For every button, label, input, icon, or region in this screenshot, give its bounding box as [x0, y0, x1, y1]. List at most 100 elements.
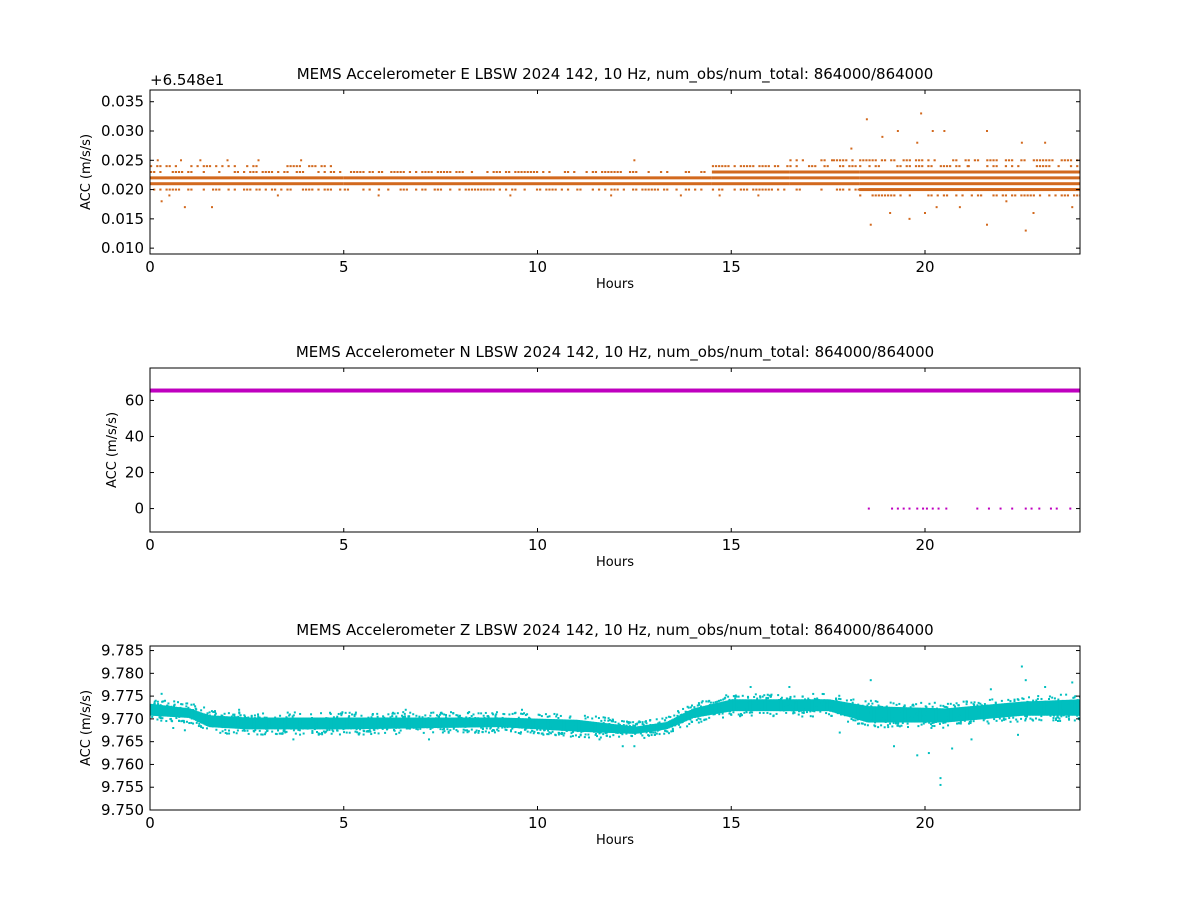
data-point: [432, 711, 435, 714]
data-point: [972, 707, 975, 710]
data-core: [382, 717, 385, 729]
data-core: [875, 706, 878, 723]
data-point: [900, 724, 903, 727]
data-point: [762, 711, 765, 714]
data-point: [185, 705, 188, 708]
data-core: [151, 704, 154, 716]
data-point: [647, 734, 650, 737]
data-point: [150, 165, 153, 168]
data-point: [874, 718, 877, 721]
data-point: [477, 712, 480, 715]
data-point: [356, 171, 359, 173]
data-point: [1053, 697, 1056, 700]
data-core: [371, 717, 374, 729]
data-core: [419, 717, 422, 729]
data-point: [594, 715, 597, 718]
data-core: [584, 720, 587, 732]
data-point: [447, 731, 450, 734]
data-point: [306, 727, 309, 730]
data-core: [864, 705, 867, 722]
data-point: [301, 171, 305, 173]
x-axis-label: Hours: [596, 277, 634, 292]
data-point: [656, 188, 660, 191]
data-core: [872, 706, 875, 723]
data-core: [204, 713, 207, 726]
data-point: [393, 729, 396, 732]
data-core: [491, 717, 494, 728]
data-point: [538, 714, 541, 717]
data-core: [549, 719, 553, 731]
data-point: [161, 717, 164, 720]
data-point: [835, 159, 839, 162]
data-point: [377, 188, 381, 191]
data-point: [426, 718, 429, 721]
data-point: [233, 721, 236, 724]
data-core: [160, 705, 163, 717]
data-point: [789, 697, 792, 700]
data-point: [258, 720, 261, 723]
data-point: [891, 725, 894, 728]
data-point: [159, 165, 162, 168]
data-point: [159, 704, 162, 707]
data-core: [951, 707, 954, 722]
data-core: [808, 699, 811, 712]
data-point: [396, 712, 399, 715]
data-point: [458, 714, 461, 717]
data-core: [492, 717, 495, 728]
data-core: [718, 702, 721, 714]
data-point: [767, 165, 770, 168]
data-point: [201, 726, 204, 729]
data-point: [961, 194, 964, 197]
data-point: [1054, 194, 1057, 197]
data-point: [950, 714, 953, 717]
data-point: [252, 171, 255, 173]
data-point: [1040, 719, 1043, 722]
data-core: [1047, 700, 1050, 716]
data-core: [866, 705, 869, 723]
data-point: [519, 732, 522, 735]
data-point: [1035, 159, 1039, 162]
x-tick-label: 15: [722, 258, 741, 276]
data-point: [181, 171, 184, 173]
data-core: [580, 720, 584, 732]
data-point: [539, 728, 542, 731]
data-point: [555, 715, 558, 718]
data-core: [546, 718, 549, 730]
data-core: [466, 717, 469, 728]
data-point: [698, 703, 701, 706]
data-core: [232, 716, 235, 729]
data-point: [607, 717, 610, 720]
data-line: [789, 170, 860, 174]
data-point: [741, 694, 744, 697]
data-point: [768, 694, 771, 697]
data-point: [700, 701, 703, 704]
data-point: [976, 194, 980, 197]
data-core: [410, 717, 413, 729]
outlier-point: [869, 223, 872, 226]
outlier-point: [893, 745, 895, 748]
data-core: [641, 725, 644, 733]
data-core: [965, 706, 968, 721]
data-point: [582, 721, 585, 724]
data-point: [1001, 194, 1004, 197]
data-point: [362, 171, 365, 173]
data-line: [859, 176, 1080, 180]
data-point: [1048, 165, 1051, 168]
data-core: [236, 716, 239, 729]
data-point: [692, 715, 695, 718]
data-point: [751, 704, 754, 707]
data-core: [859, 704, 863, 721]
data-point: [792, 712, 795, 715]
outlier-point: [180, 159, 182, 162]
data-core: [810, 699, 813, 712]
data-core: [442, 717, 446, 728]
data-point: [330, 732, 333, 735]
outlier-point: [958, 206, 961, 209]
data-point: [712, 701, 715, 704]
data-point: [336, 729, 339, 732]
outlier-point: [966, 165, 969, 168]
data-line: [150, 182, 344, 186]
data-point: [824, 705, 827, 708]
data-point: [487, 731, 490, 734]
data-point: [497, 726, 500, 729]
